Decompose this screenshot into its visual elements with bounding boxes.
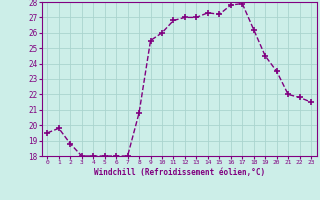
X-axis label: Windchill (Refroidissement éolien,°C): Windchill (Refroidissement éolien,°C) <box>94 168 265 177</box>
